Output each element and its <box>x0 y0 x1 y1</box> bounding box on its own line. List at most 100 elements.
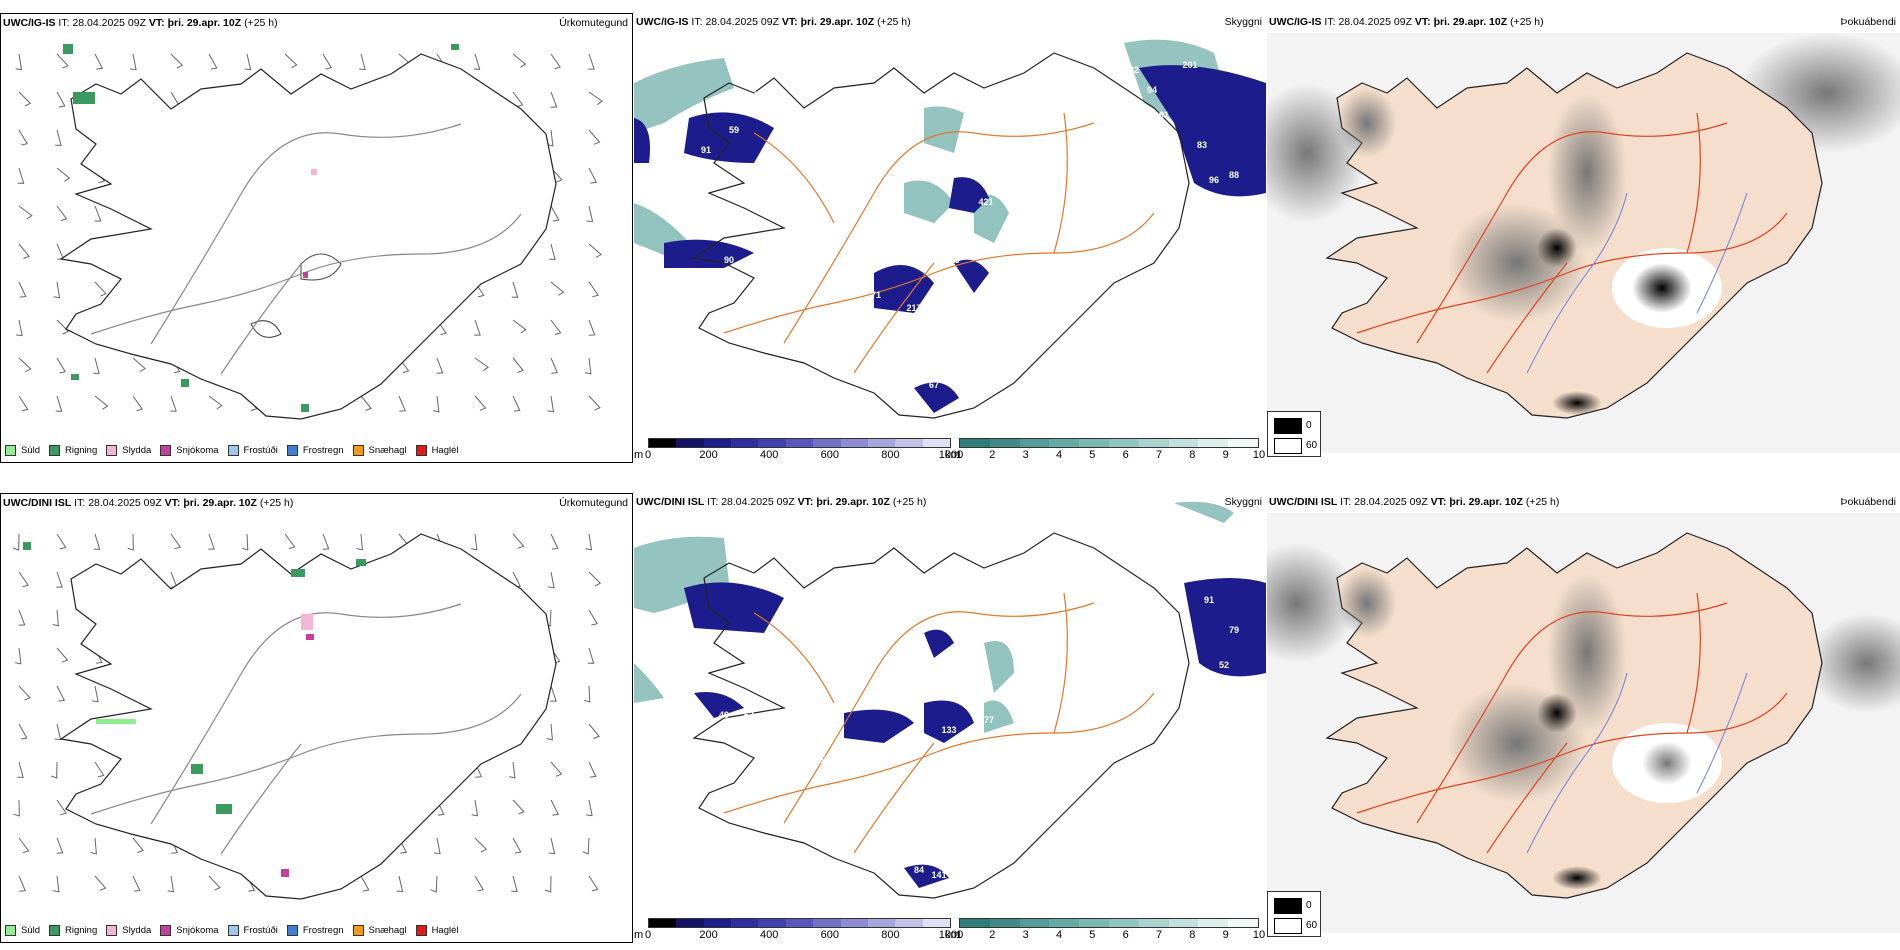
colorbar-tick-label: 8 <box>1189 449 1196 461</box>
cloud-base-value: 55 <box>819 755 829 765</box>
wind-barb <box>588 129 601 145</box>
lead-time: (+25 h) <box>892 496 927 508</box>
legend-swatch <box>227 445 239 456</box>
panel-header: UWC/DINI ISL IT: 28.04.2025 09Z VT: þri.… <box>3 497 293 509</box>
legend-label: Slydda <box>122 925 152 936</box>
colorbar-bin <box>1168 439 1199 447</box>
model-name: UWC/DINI ISL <box>1269 496 1338 508</box>
wind-barb <box>471 799 479 817</box>
colorbar-bin <box>922 439 950 447</box>
init-time: 28.04.2025 09Z <box>88 497 162 509</box>
wind-barb <box>94 761 105 778</box>
cloud-base-value: 15 <box>894 253 904 263</box>
colorbar-bin <box>1138 919 1169 927</box>
wind-barb <box>53 281 61 299</box>
wind-barb <box>18 571 30 588</box>
cloud-visibility-panel-row2: 89 73 208 49 63 19 55 142 240 50 130 133 97 191 77 10 84… <box>634 493 1266 943</box>
legend-item: Rigning <box>49 445 97 456</box>
legend-item: Súld <box>5 925 40 936</box>
wind-barb <box>55 129 62 147</box>
cloud-base-value: 96 <box>1229 680 1239 690</box>
colorbar-tick-label: 800 <box>881 449 900 461</box>
wind-barb <box>546 129 554 147</box>
cloud-base-value: 91 <box>1161 135 1171 145</box>
init-label: IT: <box>74 497 86 509</box>
wind-barb <box>167 875 175 893</box>
cloud-base-value: 96 <box>1209 175 1219 185</box>
wind-barb <box>511 281 519 298</box>
colorbar-tick-label: 9 <box>1222 449 1229 461</box>
wind-barb <box>56 571 63 588</box>
variable-name: Þokuábendi <box>1840 496 1896 508</box>
legend-swatch <box>352 445 364 456</box>
legend-label: Frostúði <box>243 925 278 936</box>
init-label: IT: <box>691 16 703 28</box>
cloud-base-value: 91 <box>1159 110 1169 120</box>
wind-barb <box>359 53 366 71</box>
wind-barb <box>56 647 69 663</box>
colorbar-bin <box>1049 439 1080 447</box>
wind-barb <box>56 799 68 816</box>
wind-barb <box>356 533 363 551</box>
cloud-base-value: 50 <box>894 755 904 765</box>
legend-swatch <box>106 925 118 936</box>
legend-item: Snjókoma <box>160 925 219 936</box>
wind-barb <box>588 167 598 184</box>
wind-barb <box>170 571 178 588</box>
cloud-base-value: 49 <box>719 710 729 720</box>
wind-barb <box>550 357 559 374</box>
wind-barb <box>18 243 30 259</box>
wind-barb <box>588 319 596 336</box>
wind-barb <box>588 875 599 892</box>
colorbar-tick-label: 7 <box>1155 449 1163 461</box>
init-label: IT: <box>1324 16 1336 28</box>
wind-barb <box>18 685 31 701</box>
cloud-base-value: 19 <box>784 710 794 720</box>
cloud-base-value: 91 <box>701 145 711 155</box>
valid-time: þri. 29.apr. 10Z <box>1449 496 1523 508</box>
legend-item: Snjókoma <box>160 445 219 456</box>
lead-time: (+25 h) <box>1510 16 1544 28</box>
fog-index-panel-row2: UWC/DINI ISL IT: 28.04.2025 09Z VT: þri.… <box>1267 493 1900 943</box>
cloud-base-value: 126 <box>944 255 959 265</box>
colorbar-tick-label: 5 <box>1089 929 1096 941</box>
colorbar-bin <box>1198 919 1229 927</box>
fog-index-map <box>1267 513 1900 933</box>
wind-barb <box>56 167 71 182</box>
legend-swatch <box>415 445 427 456</box>
colorbar-bin <box>1079 919 1109 927</box>
cloud-base-value: 780 <box>956 218 971 228</box>
cloud-base-value: 71 <box>871 290 881 300</box>
colorbar-bin <box>1019 439 1050 447</box>
wind-barb <box>94 205 102 222</box>
cloud-base-value: 130 <box>926 765 941 775</box>
wind-barb <box>588 723 600 739</box>
wind-barb <box>56 837 64 854</box>
colorbar-bin <box>1168 919 1199 927</box>
colorbar-tick-label: 1000 <box>938 929 964 941</box>
colorbar-tick-label: 6 <box>1122 449 1129 461</box>
cloud-base-value: 206 <box>1006 255 1021 265</box>
wind-barb <box>13 799 20 817</box>
legend-item: Slydda <box>106 925 151 936</box>
wind-barb <box>512 395 521 412</box>
colorbar-bin <box>895 439 923 447</box>
colorbar-tick-label: 4 <box>1055 449 1063 461</box>
panel-header: UWC/IG-IS IT: 28.04.2025 09Z VT: þri. 29… <box>1269 16 1544 28</box>
colorbar-tick-label: 0 <box>644 929 652 941</box>
colorbar-bin <box>813 439 841 447</box>
wind-barb <box>284 533 296 550</box>
colorbar-bin <box>785 439 814 447</box>
wind-barb <box>548 837 556 855</box>
wind-barb <box>56 533 67 550</box>
cloud-base-value: 141 <box>931 870 946 880</box>
valid-time: þri. 29.apr. 10Z <box>816 496 890 508</box>
valid-time: þri. 29.apr. 10Z <box>167 17 242 29</box>
legend-label: Snæhagl <box>368 925 407 936</box>
cloud-base-value: 79 <box>1229 625 1239 635</box>
wind-barb <box>512 53 527 68</box>
wind-barb <box>434 837 441 855</box>
wind-barb <box>132 357 146 372</box>
legend-label: Frostregn <box>302 445 344 456</box>
wind-barb <box>360 875 370 892</box>
